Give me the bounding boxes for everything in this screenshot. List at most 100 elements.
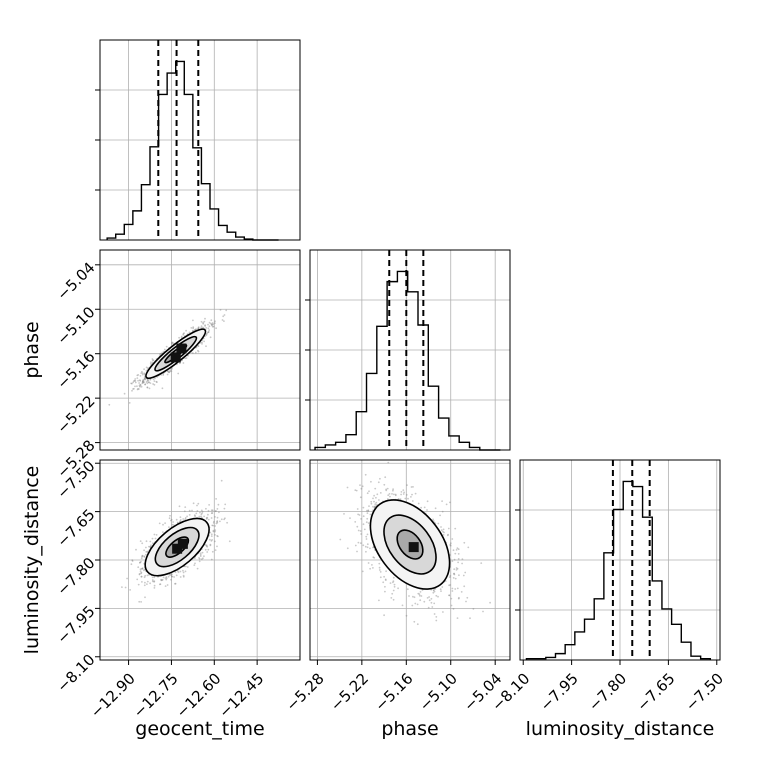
scatter-point xyxy=(373,500,375,503)
scatter-point xyxy=(139,375,142,377)
scatter-point xyxy=(146,380,149,382)
scatter-point xyxy=(131,389,133,392)
scatter-point xyxy=(219,309,222,311)
scatter-point xyxy=(205,544,208,547)
scatter-point xyxy=(369,547,371,550)
scatter-point xyxy=(385,489,388,492)
scatter-point xyxy=(457,553,460,555)
scatter-point xyxy=(137,583,140,586)
scatter-point xyxy=(142,381,145,384)
scatter-point xyxy=(371,564,373,566)
scatter-point xyxy=(182,571,185,574)
scatter-point xyxy=(151,580,154,583)
scatter-point xyxy=(140,572,143,575)
scatter-point xyxy=(210,509,213,512)
scatter-point xyxy=(394,493,397,496)
scatter-point xyxy=(458,574,460,577)
scatter-point xyxy=(372,546,374,549)
scatter-point xyxy=(457,548,460,551)
panel-frame xyxy=(99,39,301,241)
scatter-point xyxy=(155,534,158,536)
panel-background xyxy=(100,250,300,450)
scatter-point xyxy=(140,601,143,603)
scatter-point xyxy=(354,489,357,491)
scatter-point xyxy=(143,368,146,371)
scatter-point xyxy=(146,386,149,389)
scatter-point xyxy=(130,382,133,385)
scatter-point xyxy=(160,579,163,582)
scatter-point xyxy=(405,494,408,496)
scatter-point xyxy=(132,388,134,390)
scatter-point xyxy=(207,513,209,516)
scatter-point xyxy=(426,500,429,503)
scatter-point xyxy=(417,592,420,595)
scatter-point xyxy=(387,461,390,464)
scatter-point xyxy=(169,370,171,373)
scatter-point xyxy=(153,580,156,582)
scatter-point xyxy=(204,543,207,546)
scatter-point xyxy=(153,587,156,589)
hist-panel-luminosity_distance xyxy=(515,459,721,661)
scatter-point xyxy=(365,535,368,538)
scatter-point xyxy=(201,510,204,513)
scatter-point xyxy=(184,506,187,508)
scatter-point xyxy=(456,567,459,570)
y-axis-label-luminosity_distance: luminosity_distance xyxy=(21,466,43,655)
scatter-point xyxy=(393,585,396,588)
scatter-point xyxy=(193,514,196,517)
scatter-point xyxy=(400,491,403,493)
scatter-point xyxy=(201,551,204,554)
scatter-point xyxy=(141,542,144,545)
scatter-point xyxy=(367,510,370,512)
scatter-point xyxy=(182,332,185,335)
scatter-point xyxy=(432,591,435,594)
scatter-point xyxy=(140,385,143,388)
scatter-point xyxy=(143,568,146,571)
scatter-point xyxy=(200,325,203,328)
scatter-point xyxy=(217,535,219,538)
scatter-point xyxy=(216,535,219,537)
scatter-point xyxy=(361,485,364,488)
scatter-point xyxy=(451,538,454,540)
scatter-point xyxy=(136,385,138,388)
scatter-point xyxy=(343,513,345,515)
scatter-point xyxy=(167,575,170,578)
scatter-point xyxy=(142,378,145,381)
scatter-point xyxy=(144,383,147,386)
scatter-point xyxy=(366,517,369,520)
scatter-point xyxy=(194,515,197,518)
scatter-point xyxy=(210,517,213,519)
scatter-point xyxy=(207,331,210,334)
scatter-point xyxy=(448,594,451,597)
scatter-point xyxy=(379,492,382,494)
density-peak-cell xyxy=(176,343,187,354)
scatter-point xyxy=(121,586,123,588)
scatter-point xyxy=(215,327,218,330)
scatter-point xyxy=(449,544,452,546)
scatter-point xyxy=(140,557,143,560)
y-tick-label: −7.80 xyxy=(53,554,98,599)
scatter-point xyxy=(423,600,426,603)
scatter-point xyxy=(453,573,456,576)
scatter-point xyxy=(176,521,179,524)
scatter-point xyxy=(192,327,195,330)
scatter-point xyxy=(197,345,199,347)
hist-panel-phase xyxy=(305,249,511,451)
histogram-geocent_time xyxy=(106,60,279,241)
scatter-point xyxy=(457,597,460,600)
scatter-point xyxy=(191,509,193,512)
scatter-point xyxy=(399,498,402,501)
scatter-point xyxy=(144,383,147,386)
scatter-point xyxy=(196,504,198,507)
scatter-point xyxy=(450,604,453,607)
scatter-point xyxy=(437,595,439,598)
scatter-point xyxy=(151,579,154,581)
scatter-point xyxy=(179,519,182,521)
scatter-point xyxy=(214,529,217,531)
density-peak-cell xyxy=(177,538,188,549)
scatter-point xyxy=(393,493,395,496)
scatter-point xyxy=(200,320,203,323)
scatter-point xyxy=(151,359,154,362)
scatter-point xyxy=(136,578,139,581)
